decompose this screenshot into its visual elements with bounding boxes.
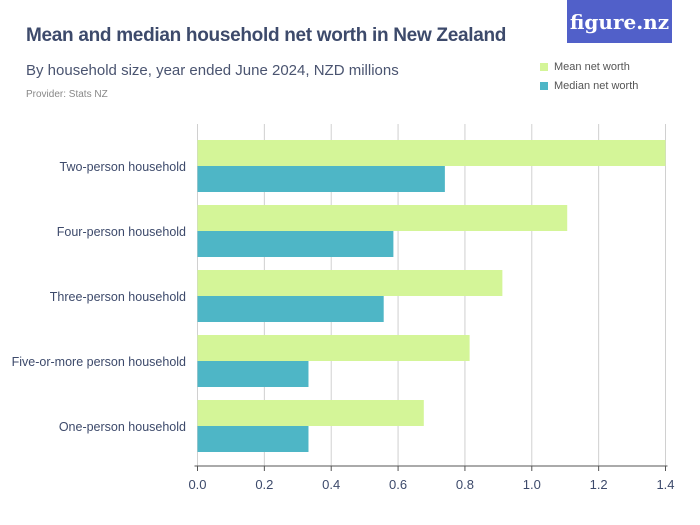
x-tick-label: 0.8 (456, 477, 474, 492)
provider-label: Provider: Stats NZ (26, 89, 108, 100)
bar-median (197, 361, 309, 387)
legend-item-mean: Mean net worth (540, 61, 630, 73)
bar-mean (197, 205, 568, 231)
category-label: One-person household (59, 420, 186, 434)
x-tick-label: 0.6 (389, 477, 407, 492)
x-tick-label: 1.0 (523, 477, 541, 492)
logo-text: figure.nz (569, 9, 670, 34)
bar-median (197, 426, 309, 452)
bar-mean (197, 270, 503, 296)
x-tick-label: 0.4 (322, 477, 340, 492)
category-label: Four-person household (57, 225, 186, 239)
bar-mean (197, 400, 424, 426)
bar-median (197, 231, 394, 257)
legend-label: Mean net worth (554, 61, 630, 73)
legend-label: Median net worth (554, 80, 639, 92)
figure-nz-logo[interactable]: figure.nz (567, 0, 672, 43)
bar-mean (197, 140, 666, 166)
legend-swatch (540, 82, 548, 90)
bar-mean (197, 335, 470, 361)
bar-median (197, 296, 384, 322)
chart-subtitle: By household size, year ended June 2024,… (26, 62, 399, 79)
x-tick-label: 0.2 (255, 477, 273, 492)
x-tick-label: 1.2 (590, 477, 608, 492)
legend-item-median: Median net worth (540, 80, 638, 92)
bar-median (197, 166, 445, 192)
chart-title: Mean and median household net worth in N… (26, 25, 507, 46)
category-label: Two-person household (60, 160, 187, 174)
legend-swatch (540, 63, 548, 71)
x-tick-label: 1.4 (656, 477, 674, 492)
category-label: Three-person household (50, 290, 186, 304)
x-tick-label: 0.0 (188, 477, 206, 492)
category-label: Five-or-more person household (12, 355, 186, 369)
